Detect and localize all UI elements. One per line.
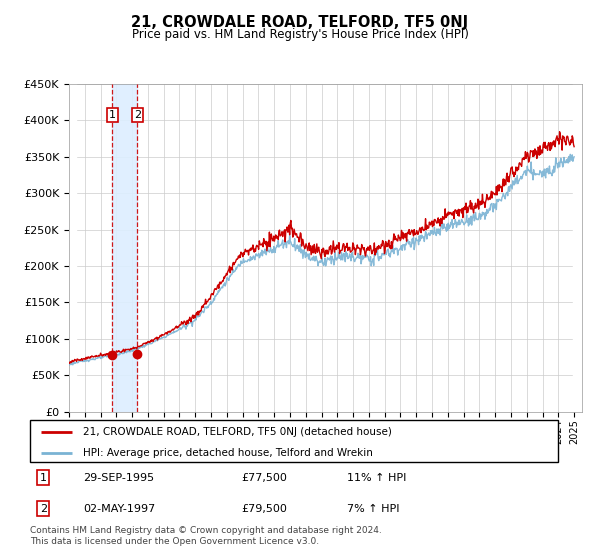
Text: 02-MAY-1997: 02-MAY-1997 bbox=[83, 504, 155, 514]
Bar bbox=[69, 84, 77, 412]
Text: Contains HM Land Registry data © Crown copyright and database right 2024.
This d: Contains HM Land Registry data © Crown c… bbox=[30, 526, 382, 546]
Text: 29-SEP-1995: 29-SEP-1995 bbox=[83, 473, 154, 483]
Text: 21, CROWDALE ROAD, TELFORD, TF5 0NJ: 21, CROWDALE ROAD, TELFORD, TF5 0NJ bbox=[131, 15, 469, 30]
Bar bbox=[112, 84, 137, 412]
Bar bbox=[573, 84, 582, 412]
Text: HPI: Average price, detached house, Telford and Wrekin: HPI: Average price, detached house, Telf… bbox=[83, 448, 373, 458]
FancyBboxPatch shape bbox=[30, 420, 558, 462]
Text: 2: 2 bbox=[40, 504, 47, 514]
Text: 2: 2 bbox=[134, 110, 141, 120]
Text: 1: 1 bbox=[109, 110, 116, 120]
Text: 7% ↑ HPI: 7% ↑ HPI bbox=[347, 504, 400, 514]
Text: Price paid vs. HM Land Registry's House Price Index (HPI): Price paid vs. HM Land Registry's House … bbox=[131, 28, 469, 41]
Text: 21, CROWDALE ROAD, TELFORD, TF5 0NJ (detached house): 21, CROWDALE ROAD, TELFORD, TF5 0NJ (det… bbox=[83, 427, 392, 437]
Text: 1: 1 bbox=[40, 473, 47, 483]
Text: 11% ↑ HPI: 11% ↑ HPI bbox=[347, 473, 406, 483]
Text: £79,500: £79,500 bbox=[241, 504, 287, 514]
Text: £77,500: £77,500 bbox=[241, 473, 287, 483]
